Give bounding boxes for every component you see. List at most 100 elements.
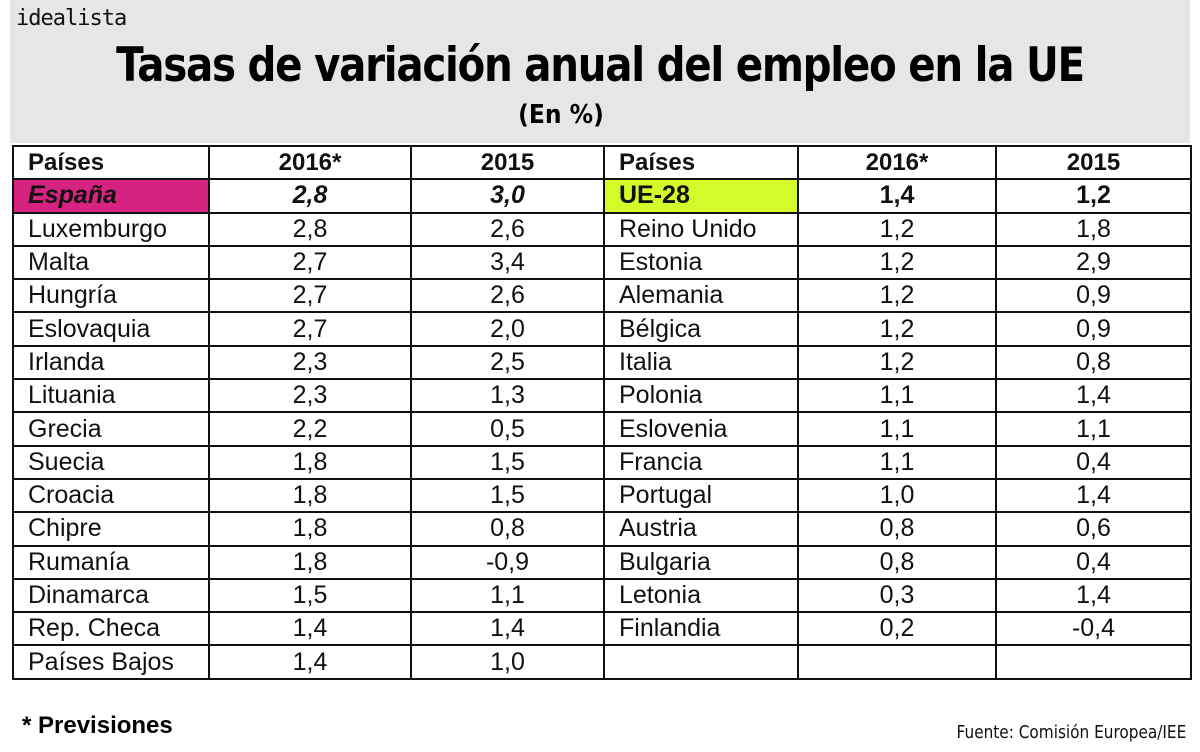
country-cell: Irlanda (12, 344, 210, 381)
table-row: Rep. Checa 1,4 1,4 Finlandia 0,2 -0,4 (12, 611, 1192, 647)
column-header: 2016* (208, 144, 412, 181)
value-2015-cell: 0,5 (410, 411, 605, 447)
table-row: Croacia 1,8 1,5 Portugal 1,0 1,4 (12, 477, 1192, 514)
country-cell: Lituania (12, 378, 210, 414)
country-cell: Bulgaria (603, 544, 799, 580)
value-2015-cell: 1,3 (410, 378, 605, 414)
value-2016-cell (797, 644, 997, 680)
value-2015-cell: 3,4 (410, 244, 605, 281)
value-2016-cell: 1,8 (208, 511, 412, 547)
table-row: Luxemburgo 2,8 2,6 Reino Unido 1,2 1,8 (12, 211, 1192, 247)
value-2016-cell: 1,1 (797, 444, 997, 480)
value-2016-cell: 2,7 (208, 278, 412, 314)
column-header: 2015 (410, 144, 605, 181)
value-2015-cell: 1,1 (995, 411, 1192, 447)
value-2016-cell: 1,1 (797, 378, 997, 414)
header-band (10, 0, 1190, 143)
value-2016-cell: 2,7 (208, 244, 412, 281)
value-2015-cell: 2,5 (410, 344, 605, 381)
value-2016-cell: 1,8 (208, 444, 412, 480)
value-2016-cell: 1,5 (208, 577, 412, 614)
country-cell: Portugal (603, 477, 799, 514)
country-cell: Austria (603, 511, 799, 547)
country-cell: Dinamarca (12, 577, 210, 614)
value-2015-cell: 0,8 (410, 511, 605, 547)
country-cell: Italia (603, 344, 799, 381)
value-2016-cell: 2,8 (208, 211, 412, 247)
value-2016-cell: 1,4 (208, 611, 412, 647)
value-2015-cell: 1,5 (410, 444, 605, 480)
country-cell: Francia (603, 444, 799, 480)
idealista-logo: idealista (16, 6, 127, 31)
value-2015-cell: 0,6 (995, 511, 1192, 547)
country-cell: Reino Unido (603, 211, 799, 247)
value-2015-cell: 1,2 (995, 178, 1192, 214)
column-header: 2016* (797, 144, 997, 181)
value-2016-cell: 1,8 (208, 544, 412, 580)
table-row: Suecia 1,8 1,5 Francia 1,1 0,4 (12, 444, 1192, 480)
table-row: Dinamarca 1,5 1,1 Letonia 0,3 1,4 (12, 577, 1192, 614)
column-header: 2015 (995, 144, 1192, 181)
value-2015-cell: 2,0 (410, 311, 605, 347)
country-cell: UE-28 (603, 178, 799, 214)
employment-table: Países 2016* 2015 Países 2016* 2015 España 2,8 3… (12, 144, 1192, 680)
table-row: Países Bajos 1,4 1,0 (12, 644, 1192, 680)
source-note: Fuente: Comisión Europea/IEE (956, 722, 1186, 743)
value-2016-cell: 2,3 (208, 344, 412, 381)
country-cell: Eslovaquia (12, 311, 210, 347)
value-2016-cell: 1,2 (797, 244, 997, 281)
value-2015-cell: 0,8 (995, 344, 1192, 381)
value-2015-cell: 1,4 (410, 611, 605, 647)
value-2016-cell: 2,3 (208, 378, 412, 414)
table-row: España 2,8 3,0 UE-28 1,4 1,2 (12, 178, 1192, 214)
table-row: Chipre 1,8 0,8 Austria 0,8 0,6 (12, 511, 1192, 547)
country-cell: España (12, 178, 210, 214)
value-2015-cell: 1,5 (410, 477, 605, 514)
country-cell: Rumanía (12, 544, 210, 580)
country-cell: Hungría (12, 278, 210, 314)
country-cell: Finlandia (603, 611, 799, 647)
value-2016-cell: 1,8 (208, 477, 412, 514)
table-header-row: Países 2016* 2015 Países 2016* 2015 (12, 144, 1192, 181)
country-cell: Grecia (12, 411, 210, 447)
value-2015-cell: 0,9 (995, 278, 1192, 314)
column-header: Países (603, 144, 799, 181)
value-2016-cell: 1,2 (797, 211, 997, 247)
value-2015-cell: 1,0 (410, 644, 605, 680)
value-2015-cell: 2,6 (410, 278, 605, 314)
country-cell: Croacia (12, 477, 210, 514)
table-row: Eslovaquia 2,7 2,0 Bélgica 1,2 0,9 (12, 311, 1192, 347)
value-2015-cell: -0,4 (995, 611, 1192, 647)
value-2016-cell: 0,3 (797, 577, 997, 614)
footnote: * Previsiones (22, 712, 173, 739)
table-row: Lituania 2,3 1,3 Polonia 1,1 1,4 (12, 378, 1192, 414)
value-2016-cell: 0,8 (797, 544, 997, 580)
country-cell: Eslovenia (603, 411, 799, 447)
page-title: Tasas de variación anual del empleo en l… (116, 38, 1085, 93)
value-2016-cell: 2,8 (208, 178, 412, 214)
value-2015-cell: 1,1 (410, 577, 605, 614)
value-2015-cell: 0,4 (995, 444, 1192, 480)
value-2016-cell: 1,0 (797, 477, 997, 514)
country-cell: Estonia (603, 244, 799, 281)
table-row: Grecia 2,2 0,5 Eslovenia 1,1 1,1 (12, 411, 1192, 447)
value-2016-cell: 1,2 (797, 311, 997, 347)
value-2016-cell: 0,2 (797, 611, 997, 647)
value-2016-cell: 1,2 (797, 278, 997, 314)
table-row: Malta 2,7 3,4 Estonia 1,2 2,9 (12, 244, 1192, 281)
value-2016-cell: 1,4 (797, 178, 997, 214)
value-2016-cell: 2,2 (208, 411, 412, 447)
value-2015-cell: 0,4 (995, 544, 1192, 580)
table-row: Rumanía 1,8 -0,9 Bulgaria 0,8 0,4 (12, 544, 1192, 580)
value-2016-cell: 1,1 (797, 411, 997, 447)
subtitle: (En %) (518, 100, 604, 130)
value-2015-cell: 1,4 (995, 577, 1192, 614)
value-2015-cell: 1,8 (995, 211, 1192, 247)
country-cell: Suecia (12, 444, 210, 480)
country-cell: Polonia (603, 378, 799, 414)
value-2015-cell: 1,4 (995, 378, 1192, 414)
country-cell: Bélgica (603, 311, 799, 347)
value-2015-cell: 0,9 (995, 311, 1192, 347)
value-2015-cell: 1,4 (995, 477, 1192, 514)
value-2016-cell: 1,2 (797, 344, 997, 381)
